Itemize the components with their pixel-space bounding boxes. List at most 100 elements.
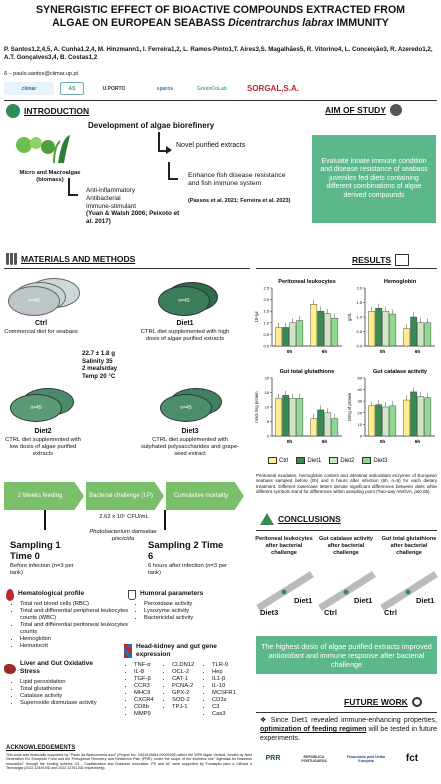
liver-item: Lipid peroxidation [20, 679, 126, 686]
gene-item: SOD-2 [172, 697, 208, 704]
timeline-mortality: Cumulative mortality [166, 482, 244, 510]
timeline-tick [44, 510, 46, 530]
title-line-1: SYNERGISTIC EFFECT OF BIOACTIVE COMPOUND… [35, 4, 406, 16]
future-text: ❖ Since Diet1 revealed immune-enhancing … [260, 717, 437, 742]
author-list: P. Santos1,2,4,5, A. Cunha1,2,4, M. Hinz… [4, 46, 433, 61]
bar [424, 322, 432, 347]
trend-arrows [256, 571, 438, 611]
bioactivity-item: Immune-stimulant [86, 202, 137, 210]
hematological-title: Hematological profile [18, 590, 85, 597]
enhance-ref: (Passos et al. 2021; Ferreira et al. 202… [188, 198, 291, 204]
triangle-icon [260, 513, 274, 525]
tank-diet1: n=45 [158, 286, 210, 316]
gene-item: CD3z [212, 697, 250, 704]
liver-item: Superoxide dismutase activity [20, 700, 126, 707]
hematological-list: Total red blood cells (RBC) Total and di… [14, 601, 132, 650]
y-tick-label: 10 [265, 405, 270, 410]
sparos-logo: sparos [156, 85, 174, 92]
bar [324, 412, 332, 437]
y-tick-label: 1.5 [356, 300, 362, 305]
conclusion-statement: The highest dosis of algae purified extr… [256, 636, 437, 674]
bioactivity-item: Antibacterial [86, 194, 121, 202]
divider [4, 268, 250, 269]
timeline-challenge: Bacterial challenge (I.P) [86, 482, 164, 510]
y-tick-label: 20 [358, 410, 363, 415]
conclusions-heading: CONCLUSIONS [260, 513, 341, 525]
tank-ctrl: n=45 [8, 286, 60, 316]
y-tick-label: 2.0 [356, 286, 362, 291]
bar [331, 317, 339, 347]
republica-logo: REPÚBLICA PORTUGUESA [301, 754, 327, 763]
bar [382, 311, 390, 347]
chart-title: Peritoneal leukocytes [278, 279, 336, 285]
title-part: ALGAE ON EUROPEAN SEABASS [52, 17, 229, 29]
as-logo: AS [60, 82, 84, 95]
y-tick-label: 2.5 [263, 286, 269, 291]
y-axis-label: 10⁴/μl [254, 311, 259, 322]
title-part: IMMUNITY [333, 17, 389, 29]
blood-drop-icon [6, 589, 14, 601]
arrowhead-icon [166, 146, 172, 154]
ciimar-logo: ciimar [4, 82, 54, 95]
bar [375, 308, 383, 347]
bar [331, 418, 339, 437]
hematological-item: Total red blood cells (RBC) [20, 601, 132, 608]
sampling-1-title: Sampling 1 Time 0 [10, 540, 61, 562]
bar [368, 311, 376, 347]
divider [256, 712, 437, 713]
legend-swatch [329, 457, 339, 464]
bioactivity-item: Anti-inflammatory [86, 187, 135, 194]
gene-item: TLR-9 [212, 662, 250, 669]
y-tick-label: 0 [267, 434, 270, 439]
gene-item: CAT-1 [172, 676, 208, 683]
liver-title: Liver and Gut Oxidative Stress [20, 660, 93, 675]
gene-item: TPJ-1 [172, 704, 208, 711]
gene-item: Cas3 [212, 711, 250, 718]
funding-logos: PRR REPÚBLICA PORTUGUESA Financiado pela… [258, 752, 438, 765]
legend-swatch [296, 457, 306, 464]
gene-item: CD8b [134, 704, 168, 711]
bar [403, 328, 411, 347]
bar [282, 395, 290, 437]
conclusion-bottom: Ctrl [324, 608, 337, 617]
gene-item: CCR3 [134, 683, 168, 690]
bar [310, 418, 318, 437]
bar [417, 396, 425, 437]
intro-icon [6, 104, 20, 118]
bar [324, 313, 332, 347]
bar [410, 391, 418, 437]
bioactivity-list: Anti-inflammatory Antibacterial Immune-s… [86, 187, 186, 226]
hematological-item: Total and differential peritoneal leukoc… [20, 622, 132, 636]
y-tick-label: 2.0 [263, 297, 269, 302]
chart-title: Gut total glutathione [280, 369, 335, 375]
liver-item: Total glutathione [20, 686, 126, 693]
experimental-conditions: 22.7 ± 1.8 g Salinity 35 2 meals/day Tem… [82, 350, 142, 380]
timeline-feeding: 2 Weeks feeding [4, 482, 84, 510]
tubes-icon [6, 253, 17, 265]
results-caption: Peritoneal exudates, hemoglobin content … [256, 473, 437, 495]
genes-col-1: TNF-α IL-8 TGF-β CCR3 MHCII CXCR4 CD8b M… [128, 662, 168, 718]
y-axis-label: nmol /mg protein [254, 391, 259, 423]
eu-logo: Financiado pela União Europeia [346, 754, 386, 763]
humoral-title: Humoral parameters [140, 590, 204, 597]
y-tick-label: 0.0 [263, 344, 269, 349]
genes-title: Head-kidney and gut gene expression [136, 643, 217, 658]
y-tick-label: 15 [265, 390, 270, 395]
arrow-down-right-icon [68, 178, 78, 196]
gene-item: MHCII [134, 690, 168, 697]
bar [382, 406, 390, 437]
legend-diet1: Diet1 [296, 457, 321, 464]
sampling-1-desc: Before infection (n=3 per tank) [10, 563, 74, 576]
bar [275, 327, 283, 347]
conclusion-panels: Peritoneal leukocytes after bacterial ch… [254, 536, 440, 636]
y-axis-label: U/mg of protein [347, 392, 352, 421]
diet3-desc: CTRL diet supplemented with sulphated po… [141, 437, 239, 457]
bar [417, 322, 425, 347]
prr-logo: PRR [265, 755, 281, 762]
bioactivity-ref: (Yuan & Walsh 2006; Peixoto et al. 2017) [86, 210, 180, 226]
gene-item: MCSFR1 [212, 690, 250, 697]
species-name: Dicentrarchus labrax [228, 17, 334, 29]
y-tick-label: 30 [358, 399, 363, 404]
bar [389, 313, 397, 347]
intro-subheading: Development of algae biorefinery [88, 121, 215, 130]
